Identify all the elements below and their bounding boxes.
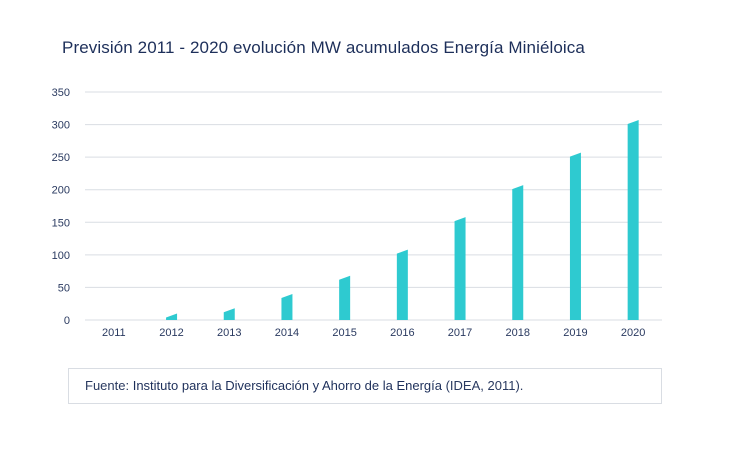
- y-tick-label-0: 0: [64, 315, 70, 327]
- y-tick-label-150: 150: [52, 217, 70, 229]
- source-prefix: Fuente:: [85, 378, 133, 393]
- x-tick-label-2019: 2019: [563, 327, 587, 339]
- x-tick-label-2016: 2016: [390, 327, 414, 339]
- y-tick-label-350: 350: [52, 87, 70, 99]
- y-tick-label-100: 100: [52, 250, 70, 262]
- bar-2018: [512, 185, 524, 320]
- source-name: Instituto para la Diversificación y Ahor…: [132, 378, 442, 393]
- bar-2012: [166, 313, 178, 320]
- y-tick-label-250: 250: [52, 152, 70, 164]
- bar-2013: [223, 308, 235, 320]
- x-tick-label-2017: 2017: [448, 327, 472, 339]
- x-tick-label-2011: 2011: [102, 327, 126, 339]
- bar-2020: [627, 120, 639, 320]
- source-suffix: (IDEA, 2011).: [441, 378, 524, 393]
- y-tick-label-300: 300: [52, 120, 70, 132]
- bar-2016: [396, 249, 408, 320]
- x-tick-label-2014: 2014: [275, 327, 299, 339]
- bar-2017: [454, 217, 466, 320]
- x-tick-label-2013: 2013: [217, 327, 241, 339]
- x-tick-label-2015: 2015: [332, 327, 356, 339]
- source-note: Fuente: Instituto para la Diversificació…: [68, 368, 662, 404]
- y-tick-label-50: 50: [58, 282, 70, 294]
- chart-title: Previsión 2011 - 2020 evolución MW acumu…: [62, 38, 585, 57]
- bar-2014: [281, 293, 293, 320]
- x-tick-label-2012: 2012: [159, 327, 183, 339]
- bar-2019: [569, 152, 581, 320]
- y-tick-label-200: 200: [52, 185, 70, 197]
- bar-2015: [339, 275, 351, 320]
- x-tick-label-2020: 2020: [621, 327, 645, 339]
- bar-chart: 0 50 100 150 200 250 300 350 2011 2012 2013 2014 201…: [52, 87, 662, 339]
- x-tick-label-2018: 2018: [506, 327, 530, 339]
